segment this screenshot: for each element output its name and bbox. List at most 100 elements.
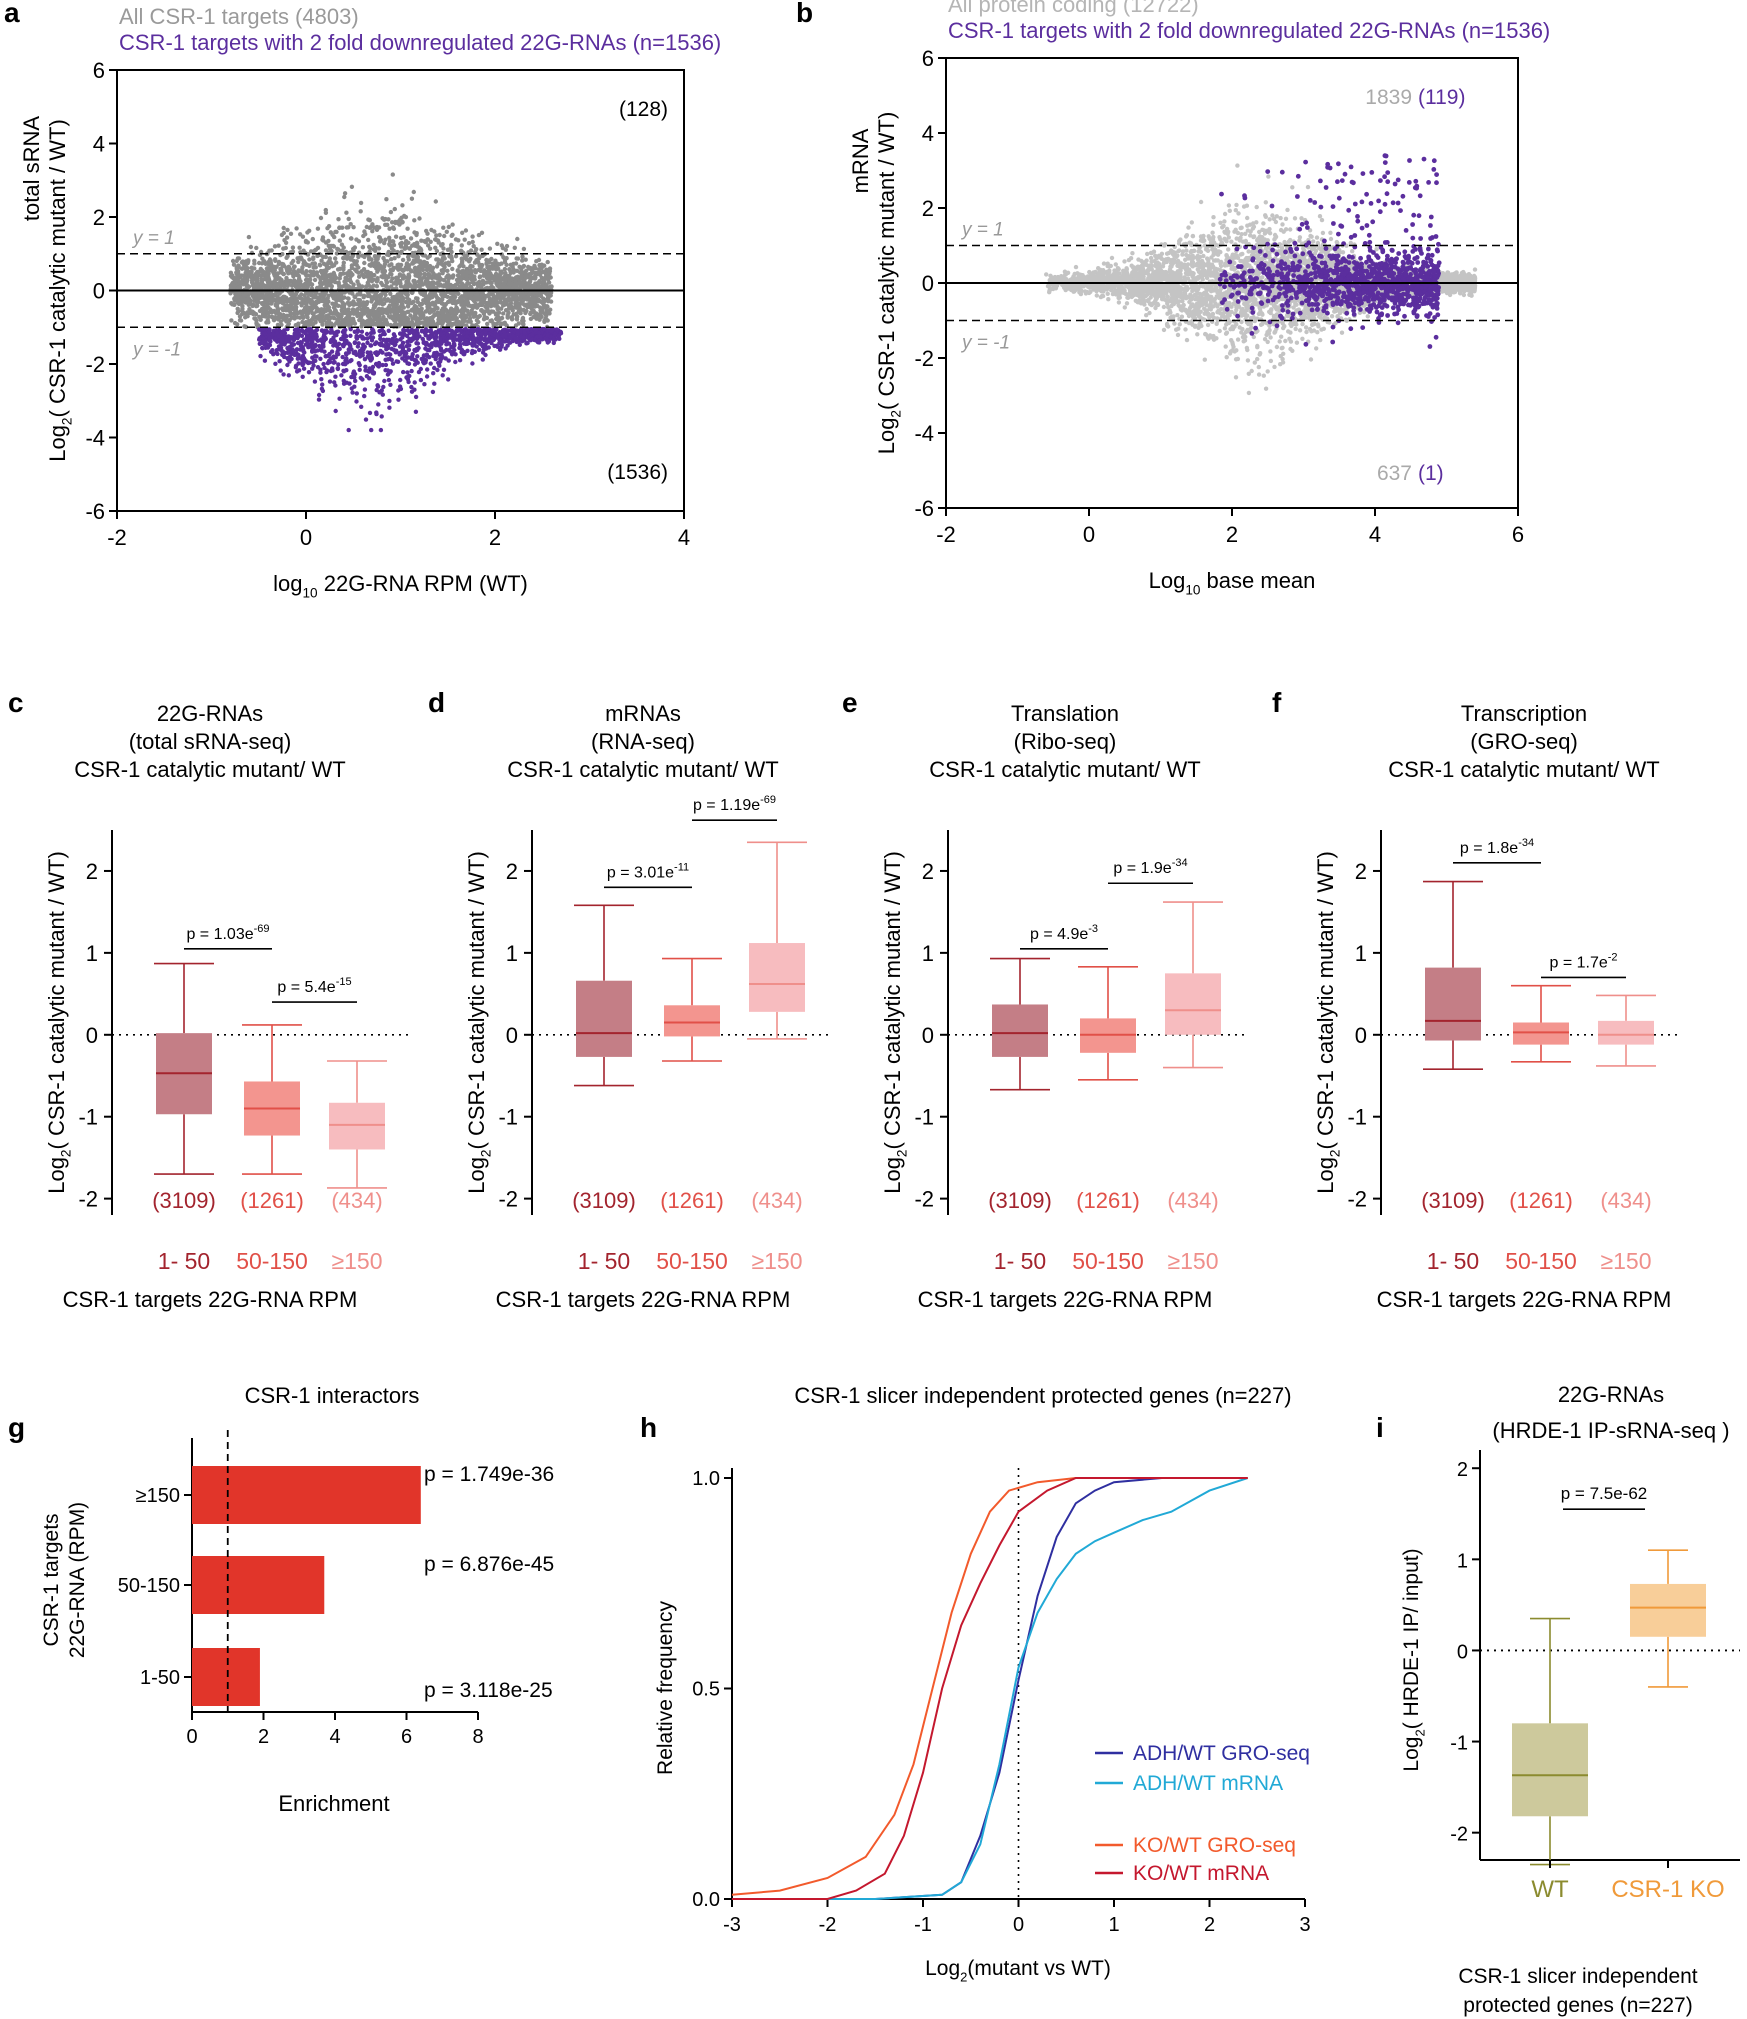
a-point-gray: [398, 284, 404, 289]
a-point-gray: [435, 257, 440, 262]
a-point-gray: [520, 258, 525, 263]
a-point-gray: [507, 273, 512, 278]
a-point-purple: [342, 342, 347, 347]
a-point-gray: [369, 297, 375, 302]
a-point-purple: [267, 335, 272, 341]
a-point-purple: [378, 336, 383, 342]
a-point-gray: [286, 264, 291, 270]
a-point-gray: [292, 264, 297, 269]
a-point-gray: [504, 262, 509, 267]
a-point-purple: [415, 341, 421, 346]
a-point-gray: [425, 255, 430, 260]
a-point-gray: [486, 268, 491, 273]
a-point-purple: [533, 327, 539, 333]
a-point-purple: [289, 356, 294, 362]
a-point-gray: [544, 304, 550, 309]
a-point-gray: [434, 248, 440, 254]
a-point-gray: [496, 316, 501, 322]
a-point-gray: [441, 246, 446, 251]
a-point-gray: [471, 314, 476, 319]
a-point-gray: [372, 272, 377, 278]
a-point-gray: [231, 262, 237, 267]
a-point-gray: [493, 295, 499, 300]
a-point-purple: [295, 334, 300, 340]
a-point-gray: [348, 236, 354, 241]
a-point-purple: [389, 357, 394, 362]
a-point-gray: [515, 256, 521, 261]
a-point-gray: [311, 314, 316, 320]
a-point-purple: [278, 368, 283, 373]
a-point-purple: [303, 330, 308, 336]
b-point-gray: [1311, 239, 1316, 244]
a-point-gray: [403, 214, 409, 220]
a-point-gray: [440, 310, 446, 315]
a-point-gray: [235, 274, 240, 279]
a-point-gray: [429, 309, 434, 314]
a-point-purple: [421, 353, 427, 358]
a-point-gray: [258, 317, 263, 322]
a-point-gray: [511, 267, 516, 272]
a-point-gray: [498, 271, 504, 276]
a-point-purple: [441, 367, 447, 372]
a-point-purple: [361, 347, 366, 352]
a-point-gray: [382, 240, 387, 246]
a-point-purple: [382, 378, 387, 384]
a-point-gray: [405, 226, 410, 231]
a-point-gray: [445, 268, 450, 273]
a-point-gray: [461, 283, 466, 288]
a-point-purple: [319, 386, 325, 391]
a-point-gray: [317, 280, 323, 286]
b-point-gray: [1235, 337, 1241, 342]
a-point-gray: [459, 308, 464, 313]
panel-letter-h: h: [640, 1412, 657, 1443]
a-point-purple: [379, 388, 384, 393]
a-point-gray: [415, 299, 420, 305]
a-point-gray: [426, 273, 432, 279]
a-point-purple: [440, 354, 445, 360]
a-point-gray: [311, 255, 316, 260]
a-point-purple: [321, 361, 326, 367]
a-point-purple: [332, 339, 338, 344]
a-point-gray: [468, 284, 474, 290]
a-point-gray: [361, 267, 367, 272]
a-point-gray: [502, 271, 508, 276]
a-point-gray: [546, 295, 551, 301]
a-point-gray: [406, 272, 411, 277]
a-point-purple: [436, 343, 442, 348]
panel-letter-f: f: [1272, 687, 1282, 718]
a-point-gray: [291, 268, 297, 274]
a-point-gray: [336, 217, 341, 222]
a-point-gray: [292, 300, 298, 306]
a-point-purple: [453, 359, 458, 365]
a-point-purple: [312, 379, 318, 384]
a-point-gray: [272, 244, 278, 249]
a-point-gray: [412, 230, 417, 235]
a-point-purple: [424, 374, 430, 379]
a-point-gray: [309, 298, 314, 303]
a-point-gray: [487, 246, 493, 251]
a-point-purple: [478, 327, 483, 333]
a-point-gray: [272, 272, 277, 277]
b-xtick-label: 6: [1512, 522, 1524, 547]
a-point-purple: [327, 379, 333, 384]
a-point-purple: [364, 331, 370, 337]
a-point-gray: [338, 248, 344, 254]
a-point-gray: [312, 248, 317, 253]
a-point-gray: [517, 264, 522, 269]
a-point-gray: [341, 256, 346, 261]
a-point-gray: [275, 294, 280, 299]
a-point-purple: [310, 349, 315, 354]
a-point-purple: [316, 392, 322, 398]
a-point-gray: [375, 277, 380, 283]
a-point-gray: [481, 317, 487, 322]
a-point-gray: [379, 280, 384, 286]
a-point-purple: [381, 331, 386, 337]
a-point-purple: [415, 354, 420, 359]
a-count-top: (128): [619, 98, 668, 121]
a-point-gray: [298, 232, 303, 237]
a-point-gray: [252, 261, 257, 266]
a-point-purple: [293, 365, 298, 370]
a-point-gray: [532, 263, 537, 268]
a-point-gray: [326, 265, 332, 270]
a-point-purple: [330, 368, 335, 373]
